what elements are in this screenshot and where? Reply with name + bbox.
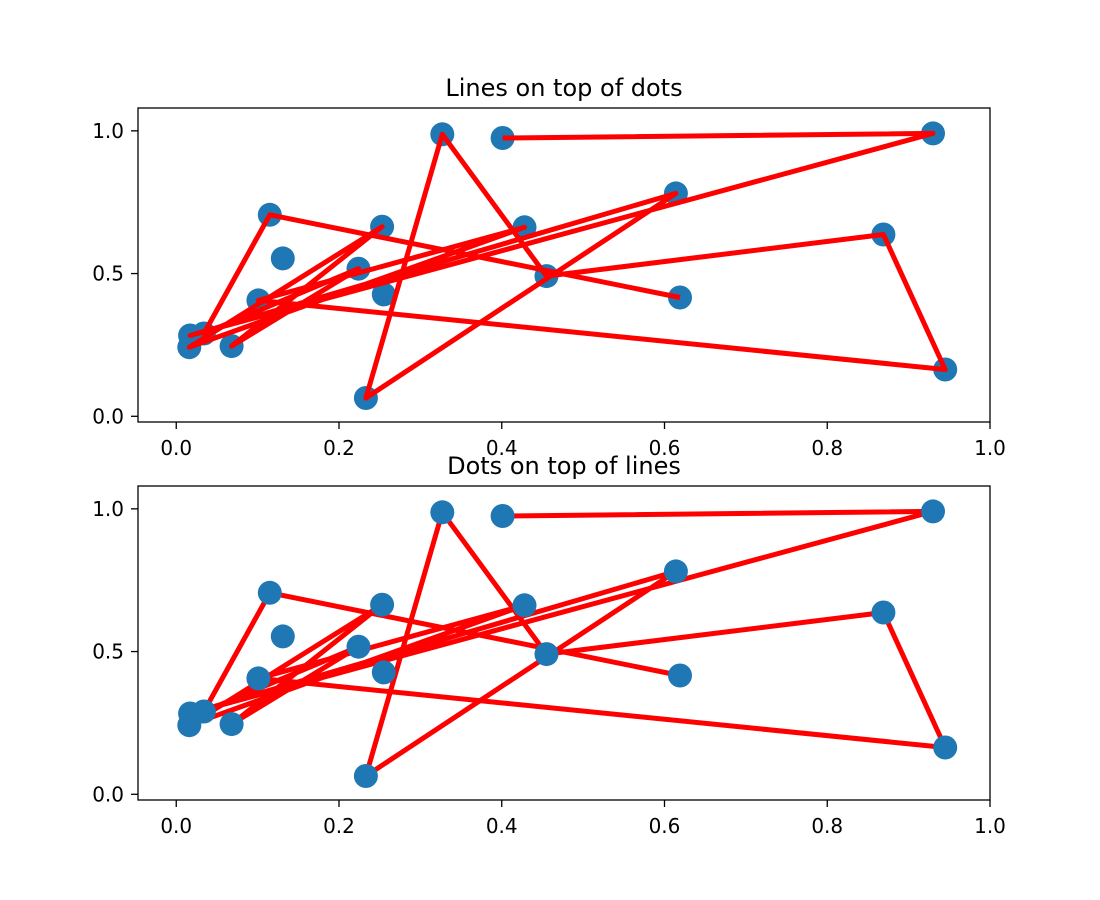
data-point-bottom-15 (191, 699, 216, 724)
y-tick-label: 0.0 (92, 782, 124, 806)
data-point-bottom-2 (353, 764, 378, 788)
data-point-bottom-10 (370, 592, 395, 617)
x-tick-label: 0.2 (323, 436, 355, 460)
data-point-bottom-16 (346, 634, 371, 659)
x-tick-label: 0.8 (811, 814, 843, 838)
axes-frame-bottom (137, 485, 991, 801)
plot-area-bottom (177, 499, 958, 788)
plot-area-top (177, 121, 958, 410)
x-tick-label: 1.0 (974, 436, 1006, 460)
x-tick-label: 0.6 (649, 814, 681, 838)
data-point-bottom-19 (371, 660, 396, 685)
y-axis-bottom: 0.0 0.5 1.0 (92, 497, 138, 806)
axes-title-bottom: Dots on top of lines (447, 452, 681, 480)
data-point-bottom-4 (534, 642, 559, 667)
data-point-bottom-0 (490, 504, 515, 528)
x-axis-top: 0.0 0.2 0.4 0.6 0.8 1.0 (160, 422, 1006, 460)
data-point-bottom-9 (257, 580, 282, 605)
x-tick-label: 0.6 (649, 436, 681, 460)
data-point-bottom-12 (663, 559, 688, 584)
data-point-top-19 (371, 282, 396, 307)
axes-title-top: Lines on top of dots (445, 74, 682, 102)
data-point-bottom-6 (933, 735, 958, 760)
y-tick-label: 1.0 (92, 497, 124, 521)
y-tick-label: 0.5 (92, 640, 124, 664)
y-axis-top: 0.0 0.5 1.0 (92, 119, 138, 428)
x-tick-label: 0.0 (160, 814, 192, 838)
y-tick-label: 0.0 (92, 404, 124, 428)
axes-frame-top (137, 107, 991, 423)
data-point-top-0 (490, 126, 515, 150)
data-point-bottom-3 (430, 500, 455, 525)
data-point-bottom-7 (246, 666, 271, 691)
data-point-bottom-5 (871, 600, 896, 625)
data-point-bottom-13 (219, 712, 244, 737)
x-tick-label: 0.4 (486, 436, 518, 460)
x-tick-label: 1.0 (974, 814, 1006, 838)
x-tick-label: 0.4 (486, 814, 518, 838)
y-tick-label: 0.5 (92, 262, 124, 286)
y-tick-label: 1.0 (92, 119, 124, 143)
data-point-top-17 (270, 246, 295, 271)
axes-bottom: 0.0 0.2 0.4 0.6 0.8 1.0 0.0 0.5 1.0 Dots on top… (92, 452, 1006, 838)
data-point-bottom-18 (668, 663, 692, 688)
series-line-bottom (186, 508, 948, 779)
data-point-bottom-17 (270, 624, 295, 649)
data-point-bottom-1 (921, 499, 945, 524)
x-axis-bottom: 0.0 0.2 0.4 0.6 0.8 1.0 (160, 800, 1006, 838)
axes-top: Lines on top of dots 0.0 0.2 0.4 0.6 0.8 1.0 … (92, 74, 1006, 460)
series-line-top (186, 130, 948, 401)
x-tick-label: 0.0 (160, 436, 192, 460)
data-point-bottom-14 (512, 593, 537, 618)
x-tick-label: 0.8 (811, 436, 843, 460)
x-tick-label: 0.2 (323, 814, 355, 838)
